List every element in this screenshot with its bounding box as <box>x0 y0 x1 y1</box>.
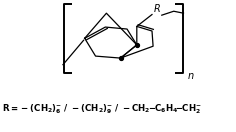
Text: R: R <box>154 4 160 14</box>
Text: $\mathbf{R = -(CH_2)_6^{-}\ /\ -(CH_2)_9^{-}\ /\ -CH_2\!\!-\!\!C_6H_4\!\!-\!\!CH: $\mathbf{R = -(CH_2)_6^{-}\ /\ -(CH_2)_9… <box>2 103 202 116</box>
Text: n: n <box>187 71 194 81</box>
